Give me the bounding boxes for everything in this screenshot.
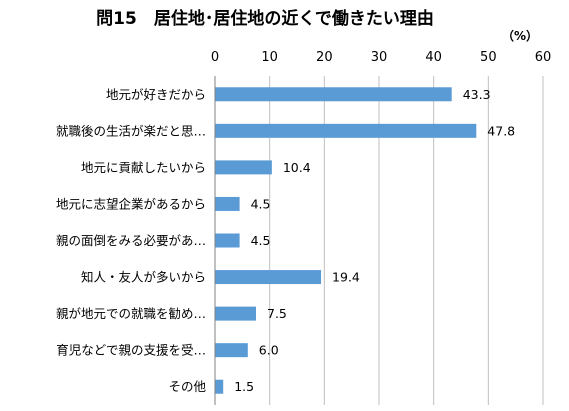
value-label: 43.3 [463, 87, 491, 102]
bar [215, 306, 256, 321]
category-label: 地元に貢献したいから [81, 160, 206, 175]
bar [215, 196, 240, 211]
bar [215, 123, 477, 138]
category-label: 知人・友人が多いから [81, 270, 206, 285]
value-label: 4.5 [251, 233, 271, 248]
bar [215, 233, 240, 248]
category-label: 就職後の生活が楽だと思… [56, 123, 206, 138]
bar [215, 379, 224, 394]
x-tick-label: 40 [425, 50, 442, 65]
category-label: 親の面倒をみる必要があ… [56, 233, 206, 248]
category-label: 育児などで親の支援を受… [56, 343, 206, 358]
chart-title: 問15 居住地･居住地の近くで働きたい理由 [96, 8, 434, 29]
x-tick-label: 0 [211, 50, 219, 65]
x-tick-label: 60 [535, 50, 552, 65]
category-label: 地元が好きだから [106, 87, 206, 102]
x-tick-label: 10 [261, 50, 278, 65]
x-tick-label: 30 [371, 50, 388, 65]
bar [215, 87, 452, 102]
category-label: 地元に志望企業があるから [56, 196, 206, 211]
value-labels: 43.3 47.8 10.4 4.5 4.5 19.4 7.5 6.0 1.5 [234, 87, 515, 394]
bar [215, 160, 272, 175]
value-label: 19.4 [332, 270, 360, 285]
bar [215, 270, 322, 285]
value-label: 10.4 [283, 160, 311, 175]
value-label: 1.5 [234, 379, 254, 394]
x-tick-label: 20 [316, 50, 333, 65]
bars [215, 87, 477, 394]
bar [215, 343, 248, 358]
value-label: 7.5 [267, 306, 287, 321]
unit-label: （%） [502, 28, 538, 43]
value-label: 6.0 [259, 343, 279, 358]
value-label: 4.5 [251, 196, 271, 211]
x-tick-label: 50 [480, 50, 497, 65]
value-label: 47.8 [487, 123, 515, 138]
category-label: その他 [168, 379, 206, 394]
category-label: 親が地元での就職を勧め… [56, 306, 206, 321]
x-tick-labels: 0 10 20 30 40 50 60 [211, 50, 551, 65]
